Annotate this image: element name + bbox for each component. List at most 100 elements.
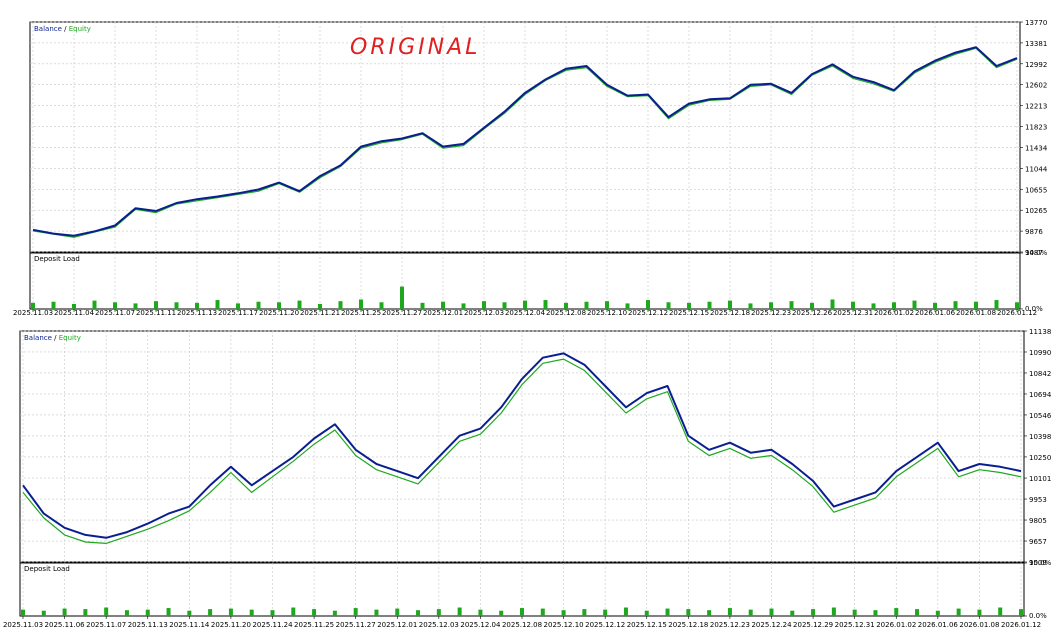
legend-entry: Equity [69, 25, 91, 33]
deposit-bar [873, 610, 878, 616]
deposit-title: Deposit Load [34, 255, 80, 263]
chart-frame [29, 21, 1021, 253]
x-tick-label: 2025.12.31 [835, 621, 875, 629]
x-tick-label: 2025.11.27 [336, 621, 376, 629]
x-tick-label: 2025.12.04 [460, 621, 501, 629]
x-tick-label: 2025.12.03 [464, 309, 504, 317]
x-tick-label: 2025.12.15 [669, 309, 709, 317]
deposit-bar [994, 300, 999, 309]
deposit-bar [416, 610, 421, 616]
deposit-bar [707, 610, 712, 616]
x-tick-label: 2025.12.10 [587, 309, 627, 317]
deposit-bar [270, 610, 275, 616]
deposit-bar [436, 609, 441, 616]
deposit-bar [935, 610, 940, 616]
x-tick-label: 2025.12.01 [377, 621, 417, 629]
deposit-bar [291, 607, 296, 616]
deposit-bar [998, 607, 1003, 616]
deposit-bar [811, 609, 816, 616]
x-tick-label: 2025.11.11 [136, 309, 176, 317]
deposit-bar [249, 609, 254, 616]
deposit-bar [62, 608, 67, 616]
x-tick-label: 2025.12.18 [668, 621, 708, 629]
x-tick-label: 2026.01.12 [1001, 621, 1041, 629]
deposit-bar [312, 609, 317, 616]
x-tick-label: 2025.11.14 [169, 621, 210, 629]
deposit-bar [400, 286, 404, 309]
series-line [32, 47, 1018, 238]
deposit-bar [236, 303, 240, 309]
deposit-bar [953, 301, 958, 309]
y-tick-label: 9657 [1029, 538, 1047, 546]
y-tick-label: 11138 [1029, 328, 1051, 336]
x-tick-label: 2025.11.07 [86, 621, 126, 629]
deposit-bar [395, 608, 400, 616]
deposit-bar [543, 300, 548, 309]
x-tick-label: 2026.01.06 [915, 309, 956, 317]
deposit-bar [31, 302, 35, 309]
series-line [32, 46, 1018, 237]
legend: Balance / Equity [24, 334, 81, 342]
deposit-bar [892, 302, 896, 309]
x-tick-label: 2025.11.13 [177, 309, 217, 317]
deposit-bar [933, 302, 937, 309]
x-tick-label: 2025.12.29 [793, 621, 833, 629]
deposit-bar [133, 303, 138, 309]
y-tick-label: 12992 [1025, 61, 1047, 69]
deposit-bar [582, 609, 587, 616]
deposit-bar [379, 302, 384, 309]
y-tick-label: 10250 [1029, 454, 1051, 462]
deposit-bar [228, 608, 233, 616]
x-tick-label: 2025.12.18 [710, 309, 750, 317]
deposit-bar [728, 300, 732, 309]
deposit-bar [83, 609, 88, 616]
deposit-bar [277, 302, 281, 309]
deposit-bar [769, 302, 773, 309]
deposit-bar [707, 301, 712, 309]
deposit-bar [187, 610, 192, 616]
deposit-bar [420, 302, 425, 309]
deposit-bar [166, 608, 171, 616]
deposit-title: Deposit Load [24, 565, 70, 573]
deposit-bar [461, 303, 466, 309]
y-tick-label: 9876 [1025, 228, 1043, 236]
x-tick-label: 2026.01.12 [997, 309, 1037, 317]
deposit-bar [332, 610, 337, 616]
y-tick-label: 13770 [1025, 19, 1047, 27]
deposit-bar [145, 609, 150, 616]
deposit-bar [831, 607, 836, 616]
deposit-bar [977, 609, 982, 616]
y-tick-label: 10694 [1029, 391, 1052, 399]
deposit-bar [646, 300, 650, 309]
x-tick-label: 2025.11.20 [211, 621, 251, 629]
deposit-bar [1015, 302, 1019, 309]
x-tick-label: 2026.01.02 [876, 621, 916, 629]
deposit-bar [51, 301, 56, 309]
deposit-bar [915, 609, 920, 616]
deposit-bar [104, 607, 109, 616]
deposit-bar [666, 302, 671, 309]
deposit-bar [208, 609, 213, 616]
y-tick-label: 9509 [1029, 559, 1047, 567]
x-tick-label: 2025.11.04 [54, 309, 95, 317]
deposit-bar [830, 299, 835, 309]
deposit-y-tick-label: 0.0% [1029, 612, 1047, 620]
deposit-bar [41, 610, 46, 616]
x-tick-label: 2025.11.13 [128, 621, 168, 629]
deposit-bar [499, 610, 504, 616]
deposit-bar [478, 609, 483, 616]
x-tick-label: 2025.11.03 [13, 309, 53, 317]
deposit-bar [625, 303, 630, 309]
deposit-bar [956, 608, 961, 616]
x-tick-label: 2025.12.03 [419, 621, 459, 629]
deposit-bar [665, 608, 670, 616]
x-tick-label: 2025.12.12 [585, 621, 625, 629]
x-tick-label: 2025.12.12 [628, 309, 668, 317]
x-tick-label: 2025.12.24 [751, 621, 792, 629]
deposit-bar [769, 608, 774, 616]
deposit-bar [564, 302, 568, 309]
deposit-y-tick-label: 10.0% [1029, 559, 1052, 567]
deposit-bar [727, 608, 732, 616]
y-tick-label: 9805 [1029, 517, 1047, 525]
x-tick-label: 2025.11.25 [341, 309, 381, 317]
